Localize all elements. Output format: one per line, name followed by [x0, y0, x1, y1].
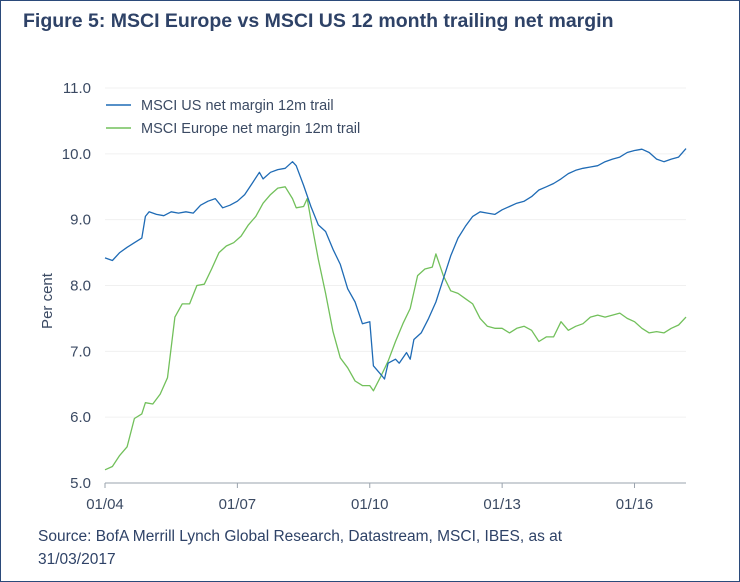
series-line-europe [104, 186, 687, 471]
source-note: Source: BofA Merrill Lynch Global Resear… [38, 528, 563, 568]
figure-title: Figure 5: MSCI Europe vs MSCI US 12 mont… [23, 10, 614, 32]
legend-label: MSCI US net margin 12m trail [141, 98, 334, 114]
y-tick-label: 5.0 [70, 475, 91, 492]
gridlines [105, 87, 686, 418]
x-axis-ticks: 01/04 01/07 01/10 01/13 01/16 [86, 483, 653, 513]
y-axis-label: Per cent [39, 272, 56, 329]
y-axis-ticks: 11.0 10.0 9.0 8.0 7.0 6.0 5.0 [62, 80, 91, 492]
x-tick-label: 01/07 [219, 496, 257, 513]
y-tick-label: 11.0 [63, 80, 91, 97]
x-tick-label: 01/13 [483, 496, 521, 513]
y-tick-label: 9.0 [70, 212, 91, 229]
x-tick-label: 01/04 [86, 496, 124, 513]
y-tick-label: 6.0 [70, 409, 91, 426]
y-tick-label: 7.0 [70, 343, 91, 360]
y-tick-label: 8.0 [70, 278, 91, 295]
legend-label: MSCI Europe net margin 12m trail [141, 121, 360, 137]
x-tick-label: 01/10 [351, 496, 389, 513]
series-lines [104, 148, 687, 471]
x-tick-label: 01/16 [616, 496, 654, 513]
series-line-us [104, 148, 687, 380]
y-tick-label: 10.0 [62, 146, 91, 163]
legend: MSCI US net margin 12m trail MSCI Europe … [106, 98, 360, 137]
